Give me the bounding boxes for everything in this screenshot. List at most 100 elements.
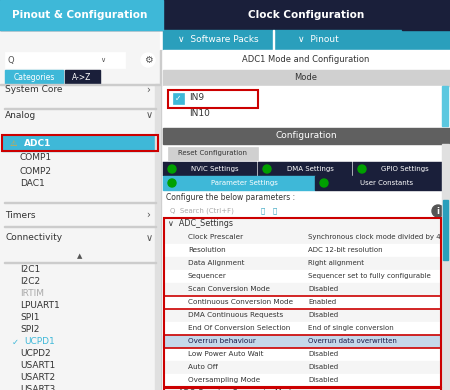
Text: i: i (436, 206, 440, 216)
Bar (402, 0, 450, 30)
Text: User Constants: User Constants (360, 180, 414, 186)
Bar (173, 93, 184, 104)
Text: Clock Configuration: Clock Configuration (248, 10, 364, 20)
Text: DAC1: DAC1 (20, 179, 45, 188)
Text: Resolution: Resolution (188, 247, 225, 253)
Text: Enabled: Enabled (308, 299, 336, 305)
Text: Low Power Auto Wait: Low Power Auto Wait (188, 351, 264, 357)
Bar (65, 70, 100, 84)
Bar (2, 135, 158, 151)
Bar (163, 70, 450, 86)
Bar (163, 50, 450, 70)
Text: Clock Prescaler: Clock Prescaler (188, 234, 243, 240)
Bar (164, 335, 441, 348)
Bar (163, 270, 442, 283)
Text: NVIC Settings: NVIC Settings (191, 166, 239, 172)
Text: Reset Configuration: Reset Configuration (179, 150, 248, 156)
Text: ∨: ∨ (146, 110, 153, 120)
Text: Connectivity: Connectivity (5, 234, 62, 243)
Bar (5, 52, 125, 68)
Text: USART2: USART2 (20, 374, 55, 383)
Text: Q: Q (8, 55, 14, 64)
Bar (163, 218, 450, 231)
Text: Right alignment: Right alignment (308, 260, 364, 266)
Bar (164, 388, 441, 390)
Text: UCPD2: UCPD2 (20, 349, 50, 358)
Text: USART3: USART3 (20, 385, 55, 390)
Text: Continuous Conversion Mode: Continuous Conversion Mode (188, 299, 293, 305)
Bar (4, 108, 156, 109)
Text: I2C1: I2C1 (20, 266, 40, 275)
Text: Overrun behaviour: Overrun behaviour (188, 338, 256, 344)
Text: System Core: System Core (5, 85, 63, 94)
Text: A->Z: A->Z (72, 73, 92, 82)
Circle shape (141, 53, 155, 67)
Circle shape (358, 165, 366, 173)
Text: Disabled: Disabled (308, 286, 338, 292)
Text: ∨  Pinout: ∨ Pinout (297, 35, 338, 44)
Text: Timers: Timers (5, 211, 36, 220)
Text: IN9: IN9 (189, 94, 204, 103)
Text: IN10: IN10 (189, 110, 210, 119)
Bar (163, 30, 450, 50)
Text: Pinout & Configuration: Pinout & Configuration (12, 10, 148, 20)
Text: Configuration: Configuration (275, 131, 337, 140)
Text: COMP2: COMP2 (20, 167, 52, 176)
Bar (163, 296, 442, 309)
Bar (0, 0, 163, 30)
Text: ∨  Software Packs: ∨ Software Packs (178, 35, 258, 44)
Text: Oversampling Mode: Oversampling Mode (188, 377, 260, 383)
Text: Auto Off: Auto Off (188, 364, 218, 370)
Circle shape (263, 165, 271, 173)
Bar (315, 176, 450, 190)
Text: ∨: ∨ (100, 57, 105, 63)
Bar (163, 309, 442, 322)
Bar (4, 226, 156, 227)
Bar (443, 200, 448, 260)
Text: COMP1: COMP1 (20, 154, 52, 163)
Bar (0, 0, 160, 390)
Bar (163, 231, 442, 244)
Bar (4, 202, 156, 203)
Bar (163, 244, 442, 257)
Bar (163, 86, 442, 126)
Bar (258, 162, 352, 176)
Bar (163, 128, 450, 144)
Text: SPI2: SPI2 (20, 326, 40, 335)
Text: Scan Conversion Mode: Scan Conversion Mode (188, 286, 270, 292)
Bar (0, 84, 160, 85)
Bar (0, 0, 450, 30)
Text: USART1: USART1 (20, 362, 55, 370)
Bar (166, 205, 256, 216)
Text: UCPD1: UCPD1 (24, 337, 55, 346)
Text: Disabled: Disabled (308, 377, 338, 383)
Circle shape (432, 205, 444, 217)
Bar (442, 144, 449, 390)
Text: Disabled: Disabled (308, 364, 338, 370)
Bar (5, 70, 63, 84)
Text: GPIO Settings: GPIO Settings (381, 166, 429, 172)
Text: ⚠: ⚠ (10, 138, 18, 147)
Text: ✓: ✓ (175, 94, 181, 103)
Circle shape (320, 179, 328, 187)
Bar (163, 348, 442, 361)
Bar (155, 84, 160, 390)
Bar (4, 262, 156, 263)
Bar (353, 162, 447, 176)
Bar (164, 296, 441, 309)
Text: SPI1: SPI1 (20, 314, 40, 323)
Bar (273, 30, 274, 50)
Text: ›: › (146, 210, 150, 220)
Text: ⓘ: ⓘ (261, 208, 265, 214)
Circle shape (168, 179, 176, 187)
Bar (2, 135, 158, 151)
Text: Sequencer: Sequencer (188, 273, 227, 279)
Circle shape (168, 165, 176, 173)
Text: Sequencer set to fully configurable: Sequencer set to fully configurable (308, 273, 431, 279)
Text: ADC 12-bit resolution: ADC 12-bit resolution (308, 247, 382, 253)
Text: ⚙: ⚙ (144, 55, 153, 65)
Bar (163, 335, 442, 348)
Bar (164, 218, 441, 387)
Bar (163, 192, 450, 204)
Circle shape (270, 206, 280, 216)
